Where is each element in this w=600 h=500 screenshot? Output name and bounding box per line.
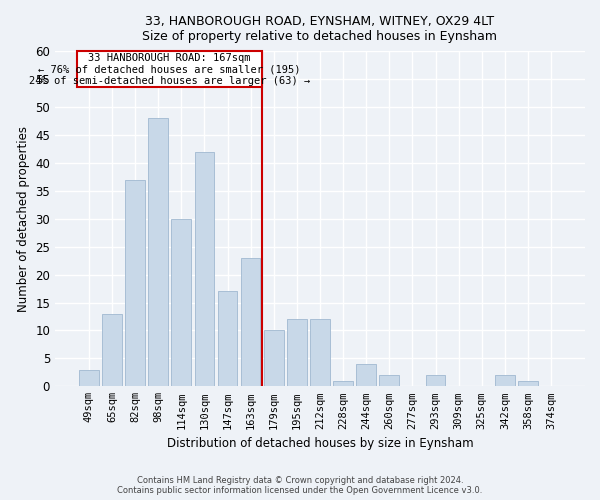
Bar <box>518 380 538 386</box>
Bar <box>333 380 353 386</box>
Text: 33 HANBOROUGH ROAD: 167sqm
← 76% of detached houses are smaller (195)
24% of sem: 33 HANBOROUGH ROAD: 167sqm ← 76% of deta… <box>29 52 310 86</box>
Title: 33, HANBOROUGH ROAD, EYNSHAM, WITNEY, OX29 4LT
Size of property relative to deta: 33, HANBOROUGH ROAD, EYNSHAM, WITNEY, OX… <box>142 15 497 43</box>
FancyBboxPatch shape <box>77 51 262 88</box>
Bar <box>172 218 191 386</box>
Y-axis label: Number of detached properties: Number of detached properties <box>17 126 29 312</box>
Bar <box>79 370 98 386</box>
Bar <box>356 364 376 386</box>
Bar <box>425 375 445 386</box>
Text: Contains HM Land Registry data © Crown copyright and database right 2024.
Contai: Contains HM Land Registry data © Crown c… <box>118 476 482 495</box>
Bar <box>102 314 122 386</box>
Bar <box>287 320 307 386</box>
Bar <box>495 375 515 386</box>
Bar <box>194 152 214 386</box>
Bar <box>241 258 260 386</box>
Bar <box>148 118 168 386</box>
Bar <box>310 320 330 386</box>
X-axis label: Distribution of detached houses by size in Eynsham: Distribution of detached houses by size … <box>167 437 473 450</box>
Bar <box>218 292 238 386</box>
Bar <box>379 375 399 386</box>
Bar <box>125 180 145 386</box>
Bar <box>264 330 284 386</box>
